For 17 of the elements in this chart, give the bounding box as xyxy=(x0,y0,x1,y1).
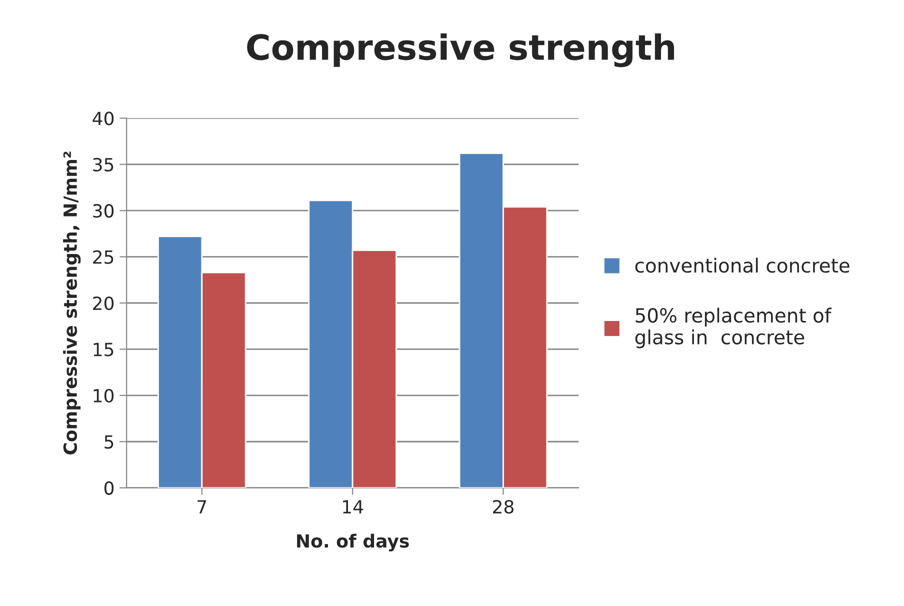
y-tick-label: 30 xyxy=(93,204,114,218)
y-tick-label: 35 xyxy=(93,158,114,172)
legend-label: 50% replacement of glass in concrete xyxy=(635,308,832,348)
y-tick-label: 15 xyxy=(94,342,114,356)
y-tick-label: 5 xyxy=(104,435,114,449)
y-tick-label: 20 xyxy=(93,296,114,310)
chart-title: Compressive strength xyxy=(247,33,674,68)
legend-label: conventional concrete xyxy=(635,258,850,273)
x-tick-label: 7 xyxy=(198,500,206,514)
y-axis-title: Compressive strength, N/mm² xyxy=(63,152,81,454)
y-tick-label: 40 xyxy=(92,112,114,126)
y-tick-label: 0 xyxy=(104,481,114,495)
x-tick-label: 28 xyxy=(493,500,514,514)
y-tick-label: 10 xyxy=(94,388,114,403)
y-tick-label: 25 xyxy=(93,250,114,264)
x-axis-title: No. of days xyxy=(297,534,409,552)
x-tick-label: 14 xyxy=(343,500,364,514)
